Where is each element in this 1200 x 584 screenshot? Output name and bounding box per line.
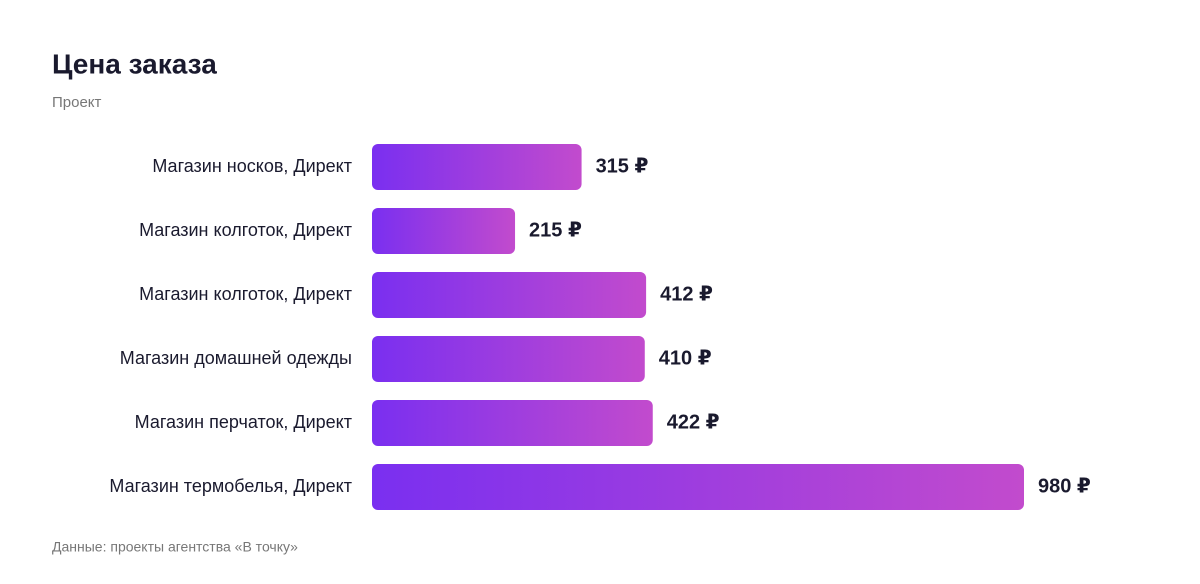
bar [372, 144, 582, 190]
bar [372, 400, 653, 446]
source-note: Данные: проекты агентства «В точку» [52, 539, 298, 555]
value-label: 315 ₽ [596, 155, 649, 177]
category-label: Магазин колготок, Директ [139, 284, 352, 304]
category-label: Магазин носков, Директ [152, 156, 352, 176]
bar [372, 464, 1024, 510]
category-label: Магазин перчаток, Директ [135, 412, 352, 432]
value-label: 410 ₽ [659, 347, 712, 369]
chart-title: Цена заказа [52, 48, 217, 79]
category-label: Магазин термобелья, Директ [109, 476, 352, 496]
category-label: Магазин домашней одежды [120, 348, 352, 368]
value-label: 412 ₽ [660, 283, 713, 305]
chart-subtitle: Проект [52, 94, 102, 111]
bar [372, 208, 516, 254]
value-label: 215 ₽ [529, 219, 582, 241]
bar [372, 336, 645, 382]
category-label: Магазин колготок, Директ [139, 220, 352, 240]
value-label: 422 ₽ [667, 411, 720, 433]
value-label: 980 ₽ [1038, 475, 1091, 497]
bar [372, 272, 647, 318]
